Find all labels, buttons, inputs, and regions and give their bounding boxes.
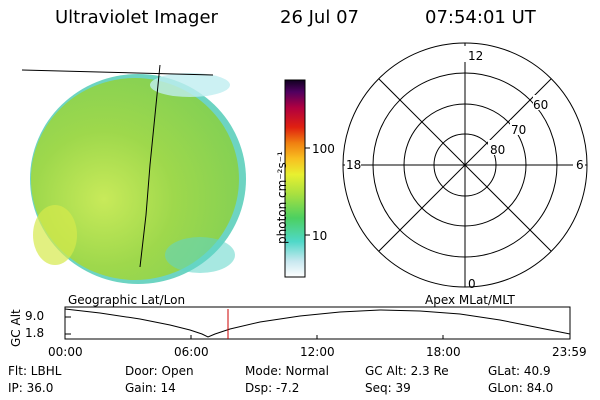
date-label: 26 Jul 07	[280, 7, 359, 28]
info-filter: Flt: LBHL	[8, 364, 62, 378]
info-gc-alt: GC Alt: 2.3 Re	[365, 364, 449, 378]
geographic-label: Geographic Lat/Lon	[68, 293, 186, 307]
apex-label: Apex MLat/MLT	[425, 293, 515, 307]
info-glon: GLon: 84.0	[488, 381, 554, 395]
altitude-plot	[64, 306, 571, 340]
latitude-line	[21, 69, 214, 76]
info-gain: Gain: 14	[125, 381, 176, 395]
polar-lat-80: 80	[490, 143, 505, 157]
time-tick-0600: 06:00	[174, 345, 209, 359]
uv-disk-image	[21, 64, 246, 284]
altplot-ymin: 1.8	[25, 326, 45, 340]
info-seq: Seq: 39	[365, 381, 411, 395]
time-tick-2359: 23:59	[552, 345, 587, 359]
info-door: Door: Open	[125, 364, 194, 378]
polar-lat-70: 70	[511, 123, 526, 137]
polar-mlt-6: 6	[576, 158, 584, 172]
color-bar	[284, 79, 310, 278]
polar-lat-60: 60	[533, 98, 548, 112]
altitude-curve	[64, 308, 571, 338]
polar-mlt-0: 0	[468, 277, 476, 290]
info-dsp: Dsp: -7.2	[245, 381, 300, 395]
colorbar-unit-label: photon cm⁻²s⁻¹	[275, 151, 289, 244]
polar-mlt-12: 12	[468, 49, 483, 63]
colorbar-tick-10: 10	[312, 229, 328, 243]
polar-mlt-18: 18	[346, 158, 361, 172]
colorbar-tick-100: 100	[312, 142, 335, 156]
altplot-ymax: 9.0	[25, 309, 45, 323]
info-mode: Mode: Normal	[245, 364, 329, 378]
altplot-axis-label: GC Alt	[9, 309, 23, 347]
info-glat: GLat: 40.9	[488, 364, 551, 378]
disk-body	[31, 78, 239, 280]
time-tick-1800: 18:00	[426, 345, 461, 359]
time-tick-1200: 12:00	[300, 345, 335, 359]
instrument-title: Ultraviolet Imager	[55, 7, 218, 28]
longitude-line	[139, 64, 161, 268]
time-label: 07:54:01 UT	[425, 7, 536, 28]
polar-plot: 12 60 70 80 18 6 0	[342, 42, 588, 290]
info-ip: IP: 36.0	[8, 381, 54, 395]
time-tick-0000: 00:00	[48, 345, 83, 359]
